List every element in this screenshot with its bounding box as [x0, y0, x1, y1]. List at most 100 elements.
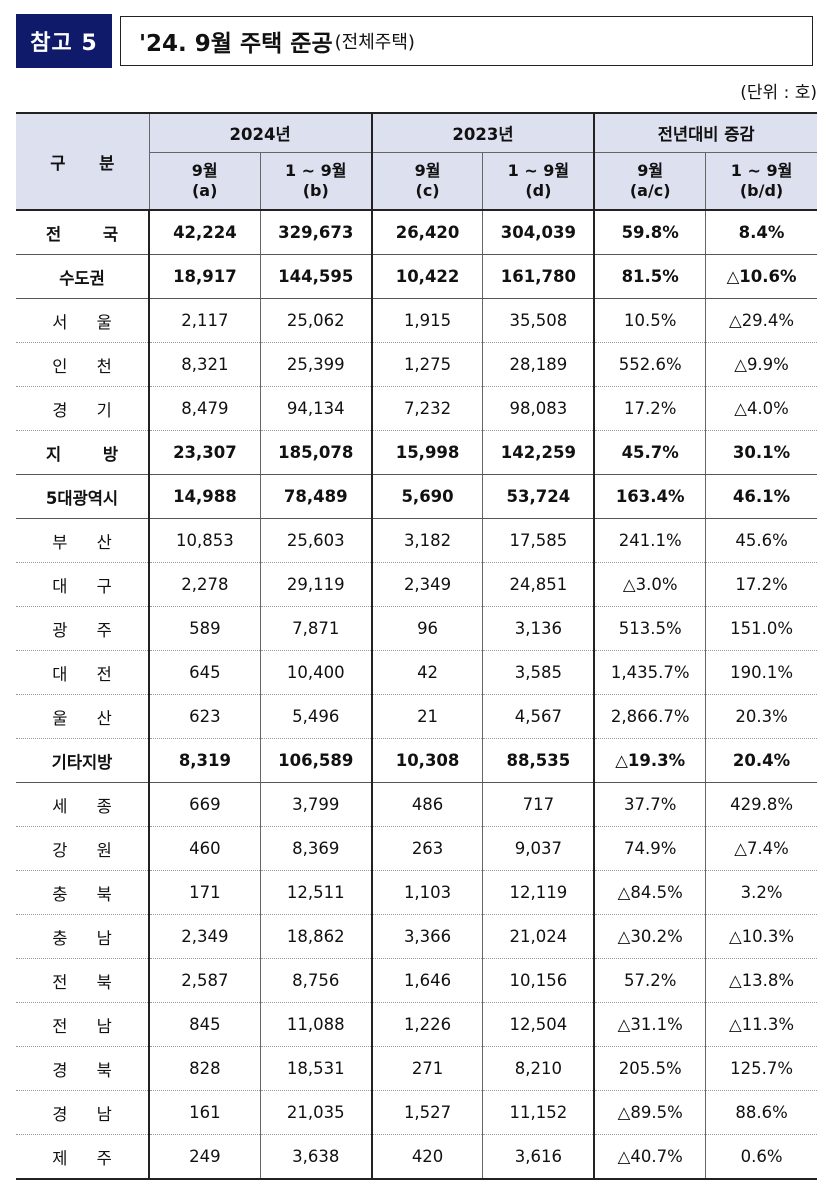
value-cell: 2,349 — [149, 914, 261, 959]
region-name: 경 남 — [16, 1090, 151, 1135]
value-cell: △10.6% — [705, 254, 817, 299]
value-cell: 5,496 — [260, 694, 373, 739]
value-cell: 589 — [149, 606, 261, 651]
value-cell: 42 — [371, 650, 484, 695]
value-cell: △10.3% — [705, 914, 817, 959]
value-cell: 190.1% — [705, 650, 817, 695]
subheader: 1 ~ 9월 (b/d) — [705, 152, 817, 211]
region-name: 경 북 — [16, 1046, 151, 1091]
region-name: 광 주 — [16, 606, 151, 651]
value-cell: 14,988 — [149, 474, 261, 519]
value-cell: 78,489 — [260, 474, 373, 519]
value-cell: 8,321 — [149, 342, 261, 387]
table-row: 경 북 828 18,531 271 8,210 205.5% 125.7% — [16, 1046, 817, 1091]
region-name: 세 종 — [16, 782, 151, 827]
housing-completion-table: 구 분 2024년 2023년 전년대비 증감 9월 (a) 1 ~ 9월 (b) 9월… — [16, 112, 817, 1180]
value-cell: 10,156 — [482, 958, 596, 1003]
value-cell: 623 — [149, 694, 261, 739]
value-cell: 161,780 — [482, 254, 596, 299]
table-row: 전 국 42,224 329,673 26,420 304,039 59.8% 8.4% — [16, 210, 817, 255]
region-name: 전 국 — [16, 210, 151, 255]
table-row: 대 전 645 10,400 42 3,585 1,435.7% 190.1% — [16, 650, 817, 695]
subheader-code: (c) — [415, 181, 440, 200]
value-cell: 144,595 — [260, 254, 373, 299]
value-cell: 717 — [482, 782, 596, 827]
table-row: 충 남 2,349 18,862 3,366 21,024 △30.2% △10.3% — [16, 914, 817, 959]
value-cell: 98,083 — [482, 386, 596, 431]
value-cell: 845 — [149, 1002, 261, 1047]
value-cell: 74.9% — [594, 826, 707, 871]
subheader-code: (b/d) — [739, 181, 784, 200]
value-cell: 3,136 — [482, 606, 596, 651]
region-name: 충 남 — [16, 914, 151, 959]
region-name: 기타지방 — [16, 738, 151, 783]
region-name: 전 북 — [16, 958, 151, 1003]
value-cell: 17,585 — [482, 518, 596, 563]
value-cell: 163.4% — [594, 474, 707, 519]
value-cell: 241.1% — [594, 518, 707, 563]
table-row: 울 산 623 5,496 21 4,567 2,866.7% 20.3% — [16, 694, 817, 739]
value-cell: 3,799 — [260, 782, 373, 827]
value-cell: 20.4% — [705, 738, 817, 783]
value-cell: 81.5% — [594, 254, 707, 299]
region-name: 서 울 — [16, 298, 151, 343]
value-cell: 1,435.7% — [594, 650, 707, 695]
region-name: 인 천 — [16, 342, 151, 387]
value-cell: 420 — [371, 1134, 484, 1180]
table-row: 기타지방 8,319 106,589 10,308 88,535 △19.3% 20.4% — [16, 738, 817, 783]
table-row: 서 울 2,117 25,062 1,915 35,508 10.5% △29.4% — [16, 298, 817, 343]
value-cell: 59.8% — [594, 210, 707, 255]
table-row: 경 남 161 21,035 1,527 11,152 △89.5% 88.6% — [16, 1090, 817, 1135]
value-cell: △3.0% — [594, 562, 707, 607]
subheader-period: 9월 — [191, 161, 218, 180]
value-cell: 57.2% — [594, 958, 707, 1003]
region-name: 충 북 — [16, 870, 151, 915]
group-header-2023: 2023년 — [371, 112, 596, 153]
value-cell: 25,399 — [260, 342, 373, 387]
value-cell: 460 — [149, 826, 261, 871]
value-cell: 513.5% — [594, 606, 707, 651]
subheader: 9월 (a/c) — [594, 152, 707, 211]
value-cell: 4,567 — [482, 694, 596, 739]
value-cell: △30.2% — [594, 914, 707, 959]
page-subtitle: (전체주택) — [334, 32, 415, 53]
value-cell: 10,422 — [371, 254, 484, 299]
value-cell: △40.7% — [594, 1134, 707, 1180]
table-row: 수도권 18,917 144,595 10,422 161,780 81.5% △10.6% — [16, 254, 817, 299]
value-cell: 2,278 — [149, 562, 261, 607]
value-cell: 249 — [149, 1134, 261, 1180]
value-cell: △89.5% — [594, 1090, 707, 1135]
value-cell: 20.3% — [705, 694, 817, 739]
value-cell: 18,862 — [260, 914, 373, 959]
subheader: 1 ~ 9월 (d) — [482, 152, 596, 211]
region-name: 대 전 — [16, 650, 151, 695]
value-cell: 8,479 — [149, 386, 261, 431]
unit-label: (단위 : 호) — [740, 83, 817, 103]
region-name: 울 산 — [16, 694, 151, 739]
value-cell: 1,646 — [371, 958, 484, 1003]
value-cell: 30.1% — [705, 430, 817, 475]
title-box: '24. 9월 주택 준공 (전체주택) — [120, 16, 813, 66]
value-cell: △31.1% — [594, 1002, 707, 1047]
value-cell: 18,531 — [260, 1046, 373, 1091]
value-cell: 12,119 — [482, 870, 596, 915]
page-title: '24. 9월 주택 준공 — [139, 31, 333, 57]
group-header-2024: 2024년 — [149, 112, 373, 153]
value-cell: 271 — [371, 1046, 484, 1091]
value-cell: 171 — [149, 870, 261, 915]
value-cell: 828 — [149, 1046, 261, 1091]
value-cell: 96 — [371, 606, 484, 651]
value-cell: 0.6% — [705, 1134, 817, 1180]
table-row: 5대광역시 14,988 78,489 5,690 53,724 163.4% 46.1% — [16, 474, 817, 519]
table-row: 전 남 845 11,088 1,226 12,504 △31.1% △11.3% — [16, 1002, 817, 1047]
value-cell: 45.7% — [594, 430, 707, 475]
group-header-change: 전년대비 증감 — [594, 112, 817, 153]
table-row: 제 주 249 3,638 420 3,616 △40.7% 0.6% — [16, 1134, 817, 1180]
value-cell: 3,585 — [482, 650, 596, 695]
subheader-code: (b) — [302, 181, 329, 200]
table-row: 부 산 10,853 25,603 3,182 17,585 241.1% 45.6% — [16, 518, 817, 563]
value-cell: 185,078 — [260, 430, 373, 475]
value-cell: △9.9% — [705, 342, 817, 387]
value-cell: 10.5% — [594, 298, 707, 343]
value-cell: 24,851 — [482, 562, 596, 607]
